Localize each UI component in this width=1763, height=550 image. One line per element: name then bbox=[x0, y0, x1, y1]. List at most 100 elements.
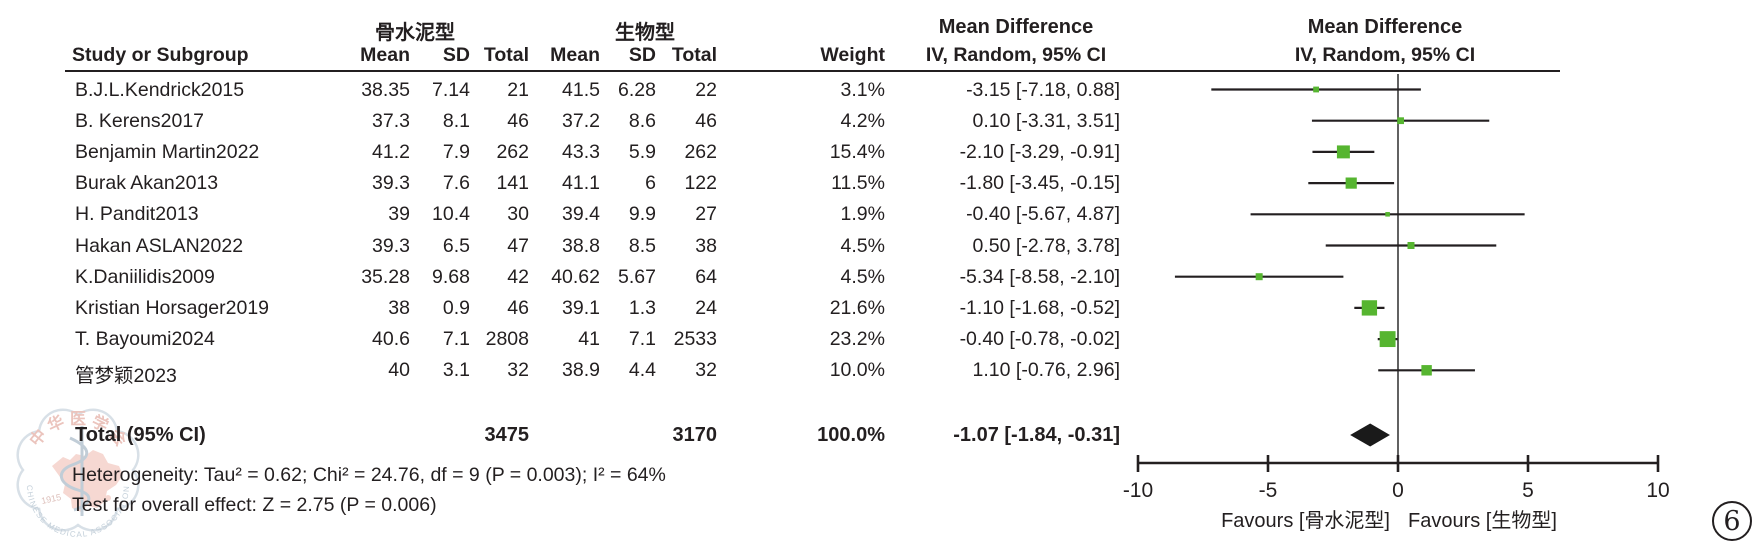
cell-sd2: 8.6 bbox=[628, 109, 656, 132]
col-header-mean1: Mean bbox=[360, 44, 410, 66]
cell-sd1: 6.5 bbox=[442, 234, 470, 257]
figure-number: 6 bbox=[1723, 505, 1741, 537]
cell-weight: 1.9% bbox=[840, 203, 885, 226]
total-n-cementless: 3170 bbox=[672, 424, 718, 446]
cell-sd2: 6.28 bbox=[618, 78, 656, 101]
effect-square bbox=[1379, 331, 1396, 348]
cell-sd1: 3.1 bbox=[442, 359, 470, 382]
cell-ci_text: -2.10 [-3.29, -0.91] bbox=[959, 140, 1120, 163]
cell-sd2: 1.3 bbox=[628, 296, 656, 319]
total-diamond bbox=[1350, 423, 1390, 447]
cell-total2: 22 bbox=[695, 78, 717, 101]
cell-mean1: 38 bbox=[388, 296, 410, 319]
cell-mean1: 39.3 bbox=[372, 172, 410, 195]
cell-ci_text: -5.34 [-8.58, -2.10] bbox=[959, 265, 1120, 288]
favours-right-label: Favours [生物型] bbox=[1408, 509, 1557, 532]
cell-study-name: 管梦颖2023 bbox=[75, 365, 177, 388]
col-header-total2: Total bbox=[671, 44, 717, 66]
cell-weight: 10.0% bbox=[829, 359, 885, 382]
col-header-weight: Weight bbox=[820, 44, 885, 66]
effect-square bbox=[1397, 117, 1404, 125]
effect-square bbox=[1336, 145, 1350, 159]
watermark-year: 1915 bbox=[40, 492, 62, 506]
cell-mean1: 37.3 bbox=[372, 109, 410, 132]
col-header-iv-text: IV, Random, 95% CI bbox=[925, 44, 1107, 66]
cell-sd2: 5.9 bbox=[628, 140, 656, 163]
cell-total2: 2533 bbox=[673, 328, 717, 351]
cell-sd1: 9.68 bbox=[432, 265, 470, 288]
cell-mean2: 43.3 bbox=[562, 140, 600, 163]
cell-total2: 38 bbox=[695, 234, 717, 257]
cell-weight: 11.5% bbox=[831, 172, 885, 195]
cell-weight: 4.5% bbox=[840, 265, 885, 288]
total-n-cemented: 3475 bbox=[484, 424, 530, 446]
cell-study-name: K.Daniilidis2009 bbox=[75, 265, 215, 288]
col-header-study: Study or Subgroup bbox=[72, 44, 249, 66]
cell-study-name: Benjamin Martin2022 bbox=[75, 140, 260, 163]
cell-sd1: 8.1 bbox=[442, 109, 470, 132]
effect-square bbox=[1361, 300, 1378, 316]
cell-sd1: 7.9 bbox=[442, 140, 470, 163]
chinese-medical-association-watermark: 中 华 医 学 会 CHINESE MEDICAL ASSOCIATION 19… bbox=[16, 408, 140, 539]
cell-total2: 24 bbox=[695, 296, 717, 319]
cell-total2: 32 bbox=[695, 359, 717, 382]
cell-study-name: Kristian Horsager2019 bbox=[75, 296, 270, 319]
watermark-taiwan-dot bbox=[105, 495, 111, 501]
cell-sd2: 9.9 bbox=[628, 203, 656, 226]
cell-ci_text: -1.80 [-3.45, -0.15] bbox=[959, 172, 1120, 195]
cell-total1: 46 bbox=[507, 109, 529, 132]
cell-study-name: B. Kerens2017 bbox=[75, 109, 205, 132]
group-header-cementless: 生物型 bbox=[615, 22, 675, 44]
cell-mean1: 38.35 bbox=[361, 78, 410, 101]
effect-square bbox=[1407, 241, 1415, 250]
col-header-sd2: SD bbox=[628, 44, 656, 66]
cell-mean1: 39 bbox=[388, 203, 410, 226]
cell-total1: 141 bbox=[496, 172, 529, 195]
cell-weight: 3.1% bbox=[840, 78, 885, 101]
effect-square bbox=[1345, 177, 1357, 189]
cell-ci_text: 0.50 [-2.78, 3.78] bbox=[972, 234, 1120, 257]
cell-total2: 46 bbox=[695, 109, 717, 132]
cell-mean1: 40.6 bbox=[372, 328, 410, 351]
md-header-text-column: Mean Difference bbox=[938, 16, 1094, 38]
cell-total1: 42 bbox=[507, 265, 529, 288]
cell-total2: 122 bbox=[684, 172, 717, 195]
cell-total1: 30 bbox=[507, 203, 529, 226]
cell-ci_text: -0.40 [-5.67, 4.87] bbox=[966, 203, 1120, 226]
heterogeneity-line: Heterogeneity: Tau² = 0.62; Chi² = 24.76… bbox=[72, 464, 666, 486]
axis-tick-label: 5 bbox=[1522, 479, 1534, 502]
cell-sd2: 5.67 bbox=[618, 265, 656, 288]
cell-sd1: 7.1 bbox=[442, 328, 470, 351]
total-weight: 100.0% bbox=[817, 424, 885, 446]
figure-number-badge: 6 bbox=[1712, 501, 1752, 541]
axis-tick-label: -5 bbox=[1259, 479, 1278, 502]
cell-sd1: 0.9 bbox=[442, 296, 470, 319]
cell-ci_text: 1.10 [-0.76, 2.96] bbox=[972, 359, 1120, 382]
cell-mean2: 39.1 bbox=[562, 296, 600, 319]
effect-square bbox=[1421, 365, 1432, 376]
cell-mean2: 38.9 bbox=[562, 359, 600, 382]
cell-mean2: 41.1 bbox=[562, 172, 600, 195]
cell-mean2: 39.4 bbox=[562, 203, 600, 226]
cell-mean2: 40.62 bbox=[551, 265, 600, 288]
cell-study-name: Burak Akan2013 bbox=[75, 172, 219, 195]
cell-mean1: 41.2 bbox=[372, 140, 410, 163]
effect-square bbox=[1313, 86, 1320, 93]
effect-square bbox=[1255, 273, 1263, 281]
cell-weight: 4.2% bbox=[840, 109, 885, 132]
cell-total1: 46 bbox=[507, 296, 529, 319]
watermark-snake bbox=[60, 436, 91, 512]
cell-sd2: 8.5 bbox=[628, 234, 656, 257]
cell-mean1: 40 bbox=[388, 359, 410, 382]
cell-total1: 2808 bbox=[485, 328, 529, 351]
col-header-mean2: Mean bbox=[550, 44, 600, 66]
cell-mean2: 41 bbox=[578, 328, 600, 351]
cell-sd1: 7.6 bbox=[442, 172, 470, 195]
cell-mean1: 39.3 bbox=[372, 234, 410, 257]
cell-sd1: 7.14 bbox=[432, 78, 470, 101]
cell-ci_text: -3.15 [-7.18, 0.88] bbox=[966, 78, 1120, 101]
cell-total1: 262 bbox=[496, 140, 529, 163]
effect-square bbox=[1385, 212, 1390, 217]
cell-mean1: 35.28 bbox=[361, 265, 410, 288]
cell-total1: 32 bbox=[507, 359, 529, 382]
